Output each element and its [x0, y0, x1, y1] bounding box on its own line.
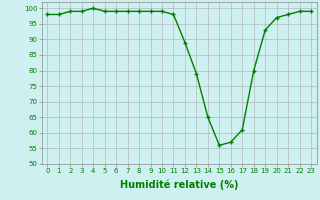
- X-axis label: Humidité relative (%): Humidité relative (%): [120, 180, 238, 190]
